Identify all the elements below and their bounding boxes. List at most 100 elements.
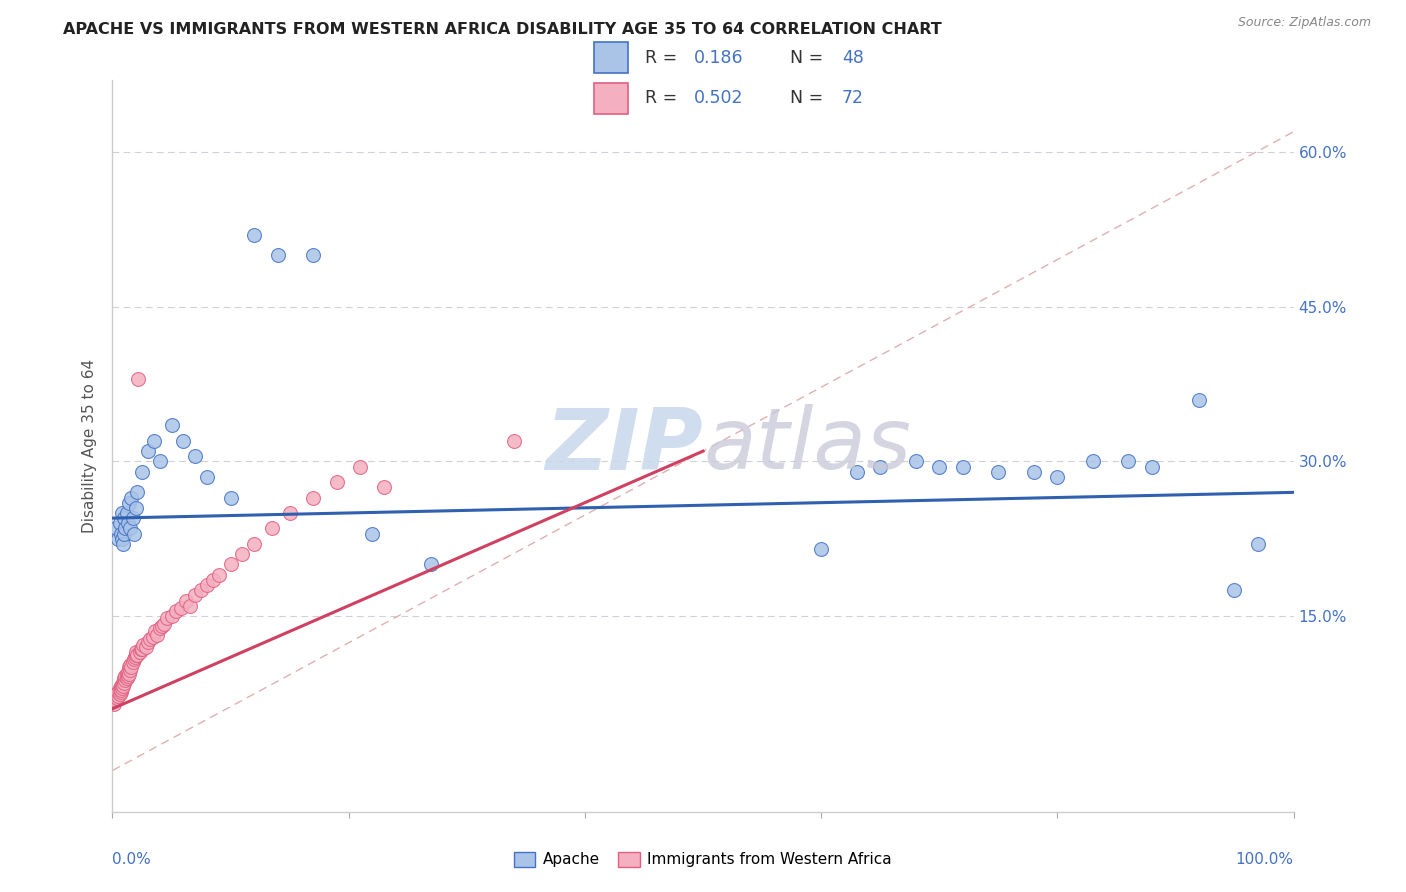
Point <box>208 567 231 582</box>
Point <box>904 454 927 468</box>
Point <box>122 652 145 666</box>
Point <box>142 434 165 448</box>
Point <box>110 679 132 693</box>
FancyBboxPatch shape <box>593 43 628 73</box>
Point <box>117 665 139 679</box>
Point <box>184 450 207 464</box>
Point <box>111 678 134 692</box>
Point <box>160 609 183 624</box>
Point <box>107 690 129 704</box>
Point <box>112 676 135 690</box>
Point <box>127 648 149 662</box>
Point <box>105 521 128 535</box>
Point <box>278 506 301 520</box>
Point <box>112 511 135 525</box>
Point <box>112 526 135 541</box>
Text: ZIP: ZIP <box>546 404 703 488</box>
Point <box>125 648 148 662</box>
Point <box>104 693 127 707</box>
Point <box>219 491 242 505</box>
Point <box>110 683 132 698</box>
Point <box>117 669 139 683</box>
Point <box>117 516 139 531</box>
Point <box>108 687 131 701</box>
Point <box>112 537 135 551</box>
Text: 0.502: 0.502 <box>693 89 744 107</box>
Point <box>302 248 325 262</box>
Point <box>118 660 141 674</box>
Point <box>190 583 212 598</box>
Point <box>114 673 136 687</box>
Point <box>103 697 125 711</box>
Point <box>146 627 169 641</box>
Point <box>810 541 832 556</box>
Point <box>1223 583 1246 598</box>
Point <box>110 526 132 541</box>
Point <box>156 611 179 625</box>
Point <box>136 634 159 648</box>
Point <box>131 465 153 479</box>
Point <box>1247 537 1270 551</box>
Text: R =: R = <box>645 49 678 67</box>
Point <box>326 475 349 489</box>
Point <box>349 459 371 474</box>
Point <box>118 496 141 510</box>
Point <box>115 671 138 685</box>
Point <box>302 491 325 505</box>
Text: 0.0%: 0.0% <box>112 852 152 867</box>
Point <box>201 573 224 587</box>
Point <box>231 547 253 561</box>
Text: 72: 72 <box>842 89 863 107</box>
Point <box>952 459 974 474</box>
Point <box>124 650 146 665</box>
Point <box>104 691 127 706</box>
Point <box>110 685 132 699</box>
Point <box>120 521 142 535</box>
Text: 100.0%: 100.0% <box>1236 852 1294 867</box>
FancyBboxPatch shape <box>593 83 628 113</box>
Point <box>503 434 526 448</box>
Point <box>129 642 152 657</box>
Point <box>1046 470 1069 484</box>
Text: atlas: atlas <box>703 404 911 488</box>
Point <box>107 532 129 546</box>
Point <box>149 621 172 635</box>
Point <box>1188 392 1211 407</box>
Point <box>127 485 149 500</box>
Point <box>928 459 950 474</box>
Point <box>105 691 128 706</box>
Point <box>135 640 157 654</box>
Point <box>195 578 218 592</box>
Point <box>114 521 136 535</box>
Point <box>195 470 218 484</box>
Point <box>170 600 193 615</box>
Point <box>165 604 187 618</box>
Text: N =: N = <box>790 89 824 107</box>
Point <box>174 593 197 607</box>
Point <box>122 526 145 541</box>
Text: Source: ZipAtlas.com: Source: ZipAtlas.com <box>1237 16 1371 29</box>
Point <box>108 516 131 531</box>
Point <box>111 681 134 695</box>
Point <box>121 511 143 525</box>
Point <box>115 506 138 520</box>
Point <box>127 372 149 386</box>
Legend: Apache, Immigrants from Western Africa: Apache, Immigrants from Western Africa <box>508 846 898 873</box>
Point <box>120 663 142 677</box>
Point <box>179 599 201 613</box>
Point <box>105 687 128 701</box>
Point <box>115 666 138 681</box>
Point <box>184 588 207 602</box>
Point <box>1081 454 1104 468</box>
Point <box>121 656 143 670</box>
Point <box>111 506 134 520</box>
Point <box>112 676 135 690</box>
Point <box>260 521 283 535</box>
Point <box>105 686 128 700</box>
Point <box>105 690 128 704</box>
Point <box>150 619 173 633</box>
Point <box>142 630 165 644</box>
Point <box>139 632 162 646</box>
Point <box>131 642 153 657</box>
Point <box>143 624 166 639</box>
